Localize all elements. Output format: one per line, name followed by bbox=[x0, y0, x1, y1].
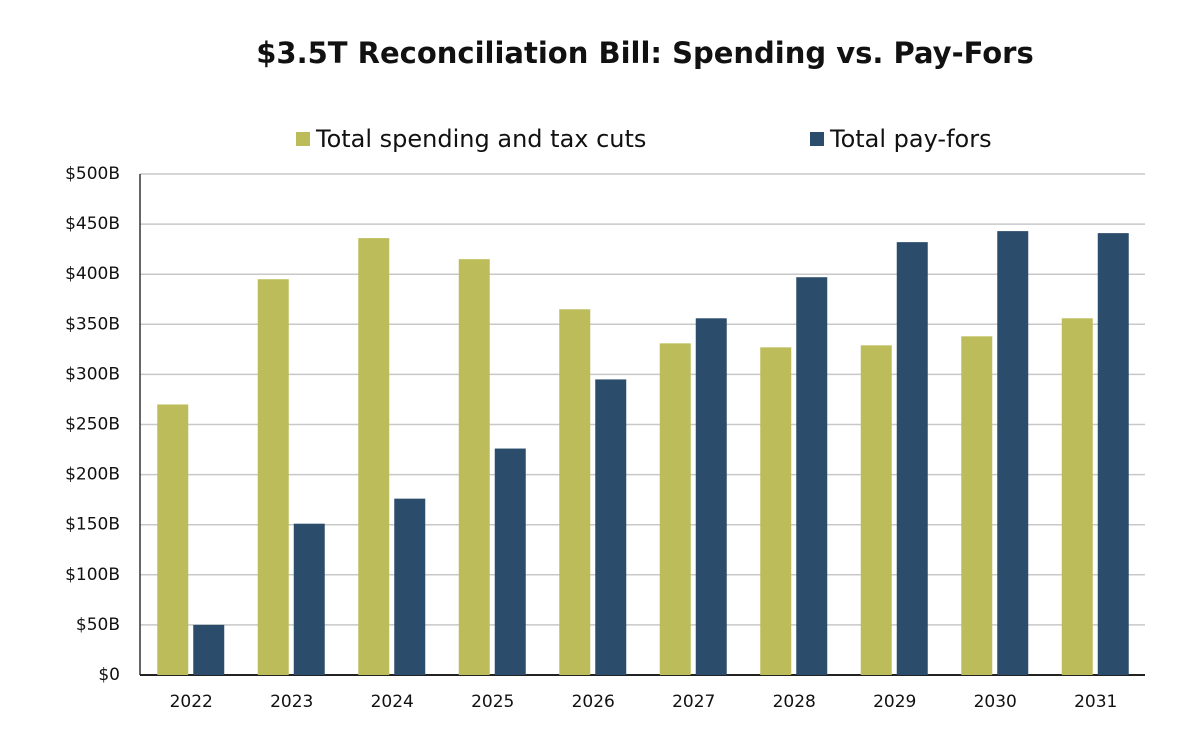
x-tick-label: 2026 bbox=[572, 692, 615, 712]
y-tick-label: $200B bbox=[65, 465, 120, 485]
bar bbox=[695, 318, 727, 675]
bar bbox=[760, 347, 792, 675]
x-tick-label: 2022 bbox=[170, 692, 213, 712]
x-tick-label: 2025 bbox=[471, 692, 514, 712]
y-tick-label: $0 bbox=[98, 665, 120, 685]
bar bbox=[458, 259, 490, 675]
y-tick-label: $400B bbox=[65, 264, 120, 284]
bar bbox=[293, 523, 325, 675]
x-tick-label: 2029 bbox=[873, 692, 916, 712]
y-tick-label: $100B bbox=[65, 565, 120, 585]
bar bbox=[494, 448, 526, 675]
bar bbox=[796, 277, 828, 675]
x-tick-label: 2031 bbox=[1074, 692, 1117, 712]
bar bbox=[157, 404, 189, 675]
y-tick-label: $150B bbox=[65, 515, 120, 535]
bar bbox=[659, 343, 691, 675]
bar bbox=[394, 498, 426, 675]
y-tick-label: $300B bbox=[65, 364, 120, 384]
bar bbox=[860, 345, 892, 675]
bar bbox=[595, 379, 627, 675]
bar bbox=[961, 336, 993, 675]
x-tick-label: 2023 bbox=[270, 692, 313, 712]
bar bbox=[193, 624, 225, 675]
bar bbox=[997, 231, 1029, 675]
legend-swatch bbox=[810, 132, 824, 146]
y-tick-label: $250B bbox=[65, 415, 120, 435]
x-tick-label: 2030 bbox=[974, 692, 1017, 712]
bar bbox=[358, 238, 390, 676]
legend-label: Total pay-fors bbox=[829, 125, 992, 153]
y-tick-label: $500B bbox=[65, 164, 120, 184]
x-tick-label: 2027 bbox=[672, 692, 715, 712]
bar bbox=[1097, 233, 1129, 676]
bar bbox=[257, 279, 289, 675]
bar bbox=[896, 242, 928, 676]
y-tick-label: $50B bbox=[76, 615, 120, 635]
y-tick-label: $450B bbox=[65, 214, 120, 234]
x-tick-label: 2024 bbox=[371, 692, 414, 712]
x-tick-label: 2028 bbox=[773, 692, 816, 712]
bar bbox=[1061, 318, 1093, 675]
legend-swatch bbox=[296, 132, 310, 146]
chart-title: $3.5T Reconciliation Bill: Spending vs. … bbox=[256, 36, 1034, 70]
bar bbox=[559, 309, 591, 675]
y-tick-label: $350B bbox=[65, 314, 120, 334]
legend-label: Total spending and tax cuts bbox=[315, 125, 646, 153]
